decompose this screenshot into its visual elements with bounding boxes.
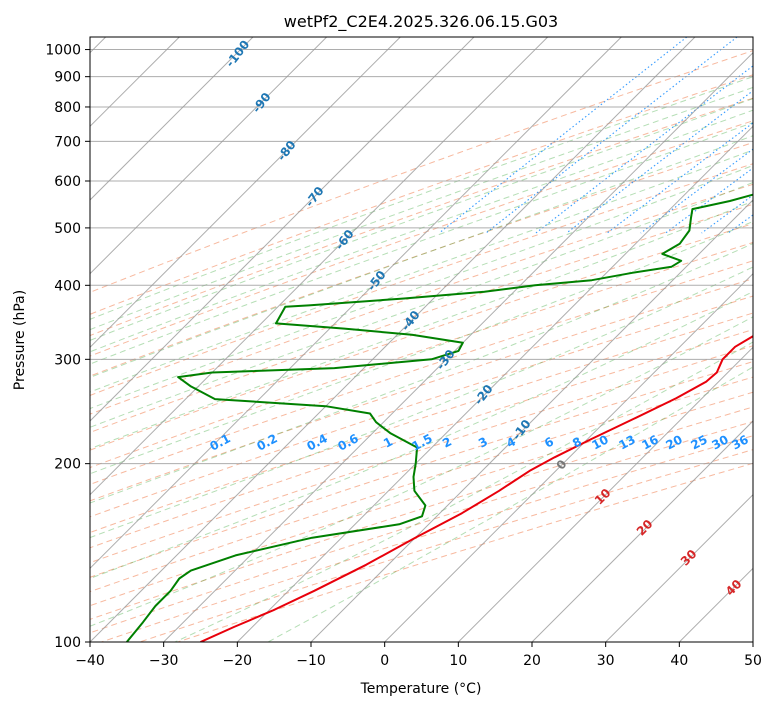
mixing-ratio-label: 6 <box>542 434 556 450</box>
moist-adiabat-line <box>90 181 753 428</box>
mixing-ratio-label: 20 <box>663 432 684 452</box>
isotherm-line <box>90 37 549 496</box>
isotherm-line <box>605 493 753 642</box>
dry-adiabat-line <box>90 312 753 534</box>
x-tick-label: −10 <box>296 653 326 669</box>
moist-adiabat-line <box>90 135 753 378</box>
mixing-ratio-label: 2 <box>440 434 454 450</box>
isotherm-line <box>90 37 696 642</box>
isotherm-line <box>310 199 753 642</box>
y-tick-label: 400 <box>54 278 81 294</box>
mixing-ratio-line <box>701 194 753 234</box>
isotherm-line <box>90 37 254 201</box>
mixing-ratio-label: 0.2 <box>254 431 279 453</box>
x-tick-label: 0 <box>380 653 389 669</box>
mixing-ratio-label: 1 <box>381 434 395 450</box>
y-axis-ticks: 1000 900 800 700 600 500 400 300 200 100 <box>45 43 90 651</box>
moist-adiabat-line <box>90 98 753 341</box>
dry-adiabat-line <box>90 223 753 451</box>
y-axis-label: Pressure (hPa) <box>12 290 28 390</box>
mixing-ratio-label: 16 <box>639 432 660 452</box>
y-tick-label: 600 <box>54 174 81 190</box>
dry-adiabat-line <box>90 183 753 415</box>
x-tick-label: −40 <box>75 653 105 669</box>
background-lines <box>90 37 775 642</box>
x-tick-label: 40 <box>670 653 688 669</box>
y-tick-label: 700 <box>54 134 81 150</box>
y-tick-label: 800 <box>54 100 81 116</box>
mixing-ratio-line <box>767 37 775 233</box>
mixing-ratio-label: 0.6 <box>335 431 360 453</box>
moist-adiabat-line <box>90 122 753 365</box>
moist-adiabat-line <box>90 291 753 579</box>
moist-adiabat-line <box>90 242 753 504</box>
mixing-ratio-label: 25 <box>688 432 709 452</box>
y-tick-label: 300 <box>54 352 81 368</box>
isotherm-line <box>457 346 753 642</box>
x-tick-label: −30 <box>149 653 179 669</box>
mixing-ratio-label: 10 <box>589 432 610 452</box>
y-tick-label: 900 <box>54 70 81 86</box>
x-tick-label: 50 <box>744 653 762 669</box>
isotherm-line <box>531 420 753 642</box>
isotherm-line <box>236 125 753 642</box>
mixing-ratio-label: 0.4 <box>304 431 329 453</box>
dry-adiabat-line <box>90 329 753 549</box>
x-axis-ticks: −40 −30 −20 −10 0 10 20 30 40 50 <box>75 642 762 669</box>
mixing-ratio-line <box>438 37 688 234</box>
dry-adiabat-line <box>90 142 753 377</box>
mixing-ratio-label: 1.5 <box>409 431 434 453</box>
moist-adiabat-label: 10 <box>592 486 614 508</box>
moist-adiabat-line <box>90 76 753 320</box>
x-tick-label: 20 <box>523 653 541 669</box>
x-axis-label: Temperature (°C) <box>360 681 482 697</box>
plot-frame <box>89 36 754 643</box>
isotherm-line <box>90 37 475 422</box>
chart-title: wetPf2_C2E4.2025.326.06.15.G03 <box>284 12 558 32</box>
dry-adiabat-line <box>90 361 753 578</box>
moist-adiabat-label: 20 <box>634 517 656 539</box>
moist-adiabat-line <box>90 200 753 450</box>
x-tick-label: −20 <box>223 653 253 669</box>
y-tick-label: 1000 <box>45 43 81 59</box>
mixing-ratio-label: 13 <box>616 432 637 452</box>
isotherm-line <box>90 37 328 275</box>
x-tick-label: 30 <box>597 653 615 669</box>
dry-adiabat-line <box>90 97 753 337</box>
mixing-ratio-line <box>535 65 753 234</box>
moist-adiabat-line <box>90 266 753 539</box>
moist-adiabat-line <box>90 316 753 627</box>
mixing-ratio-line <box>606 122 753 234</box>
isotherm-line <box>163 51 753 642</box>
isotherm-line <box>90 37 622 570</box>
isotherm-line <box>384 272 753 642</box>
dry-adiabat-line <box>90 163 753 396</box>
moist-adiabat-line <box>266 366 753 642</box>
series-group <box>126 193 753 642</box>
mixing-ratio-label: 30 <box>709 432 730 452</box>
y-tick-label: 100 <box>54 635 81 651</box>
isotherm-line <box>90 37 401 349</box>
moist-adiabat-line <box>90 164 753 410</box>
mixing-ratio-label: 36 <box>729 432 750 452</box>
y-tick-label: 200 <box>54 457 81 473</box>
isotherm-line <box>752 641 753 642</box>
dry-adiabat-line <box>90 391 753 607</box>
y-tick-label: 500 <box>54 221 81 237</box>
mixing-ratio-label: 3 <box>476 434 490 450</box>
line-labels: 0.1 0.2 0.4 0.6 1 1.5 2 3 4 6 8 10 13 16 20 25 3036-100-… <box>207 38 750 599</box>
grid <box>90 37 753 642</box>
dry-adiabat-line <box>90 278 753 502</box>
mixing-ratio-line <box>566 90 753 234</box>
x-tick-label: 10 <box>449 653 467 669</box>
dry-adiabat-line <box>90 50 753 293</box>
temperature-profile-line <box>200 335 753 642</box>
moist-adiabat-label: 30 <box>678 547 700 569</box>
dry-adiabat-line <box>90 74 753 315</box>
moist-adiabat-line <box>173 341 753 642</box>
dewpoint-profile-line <box>126 193 753 642</box>
